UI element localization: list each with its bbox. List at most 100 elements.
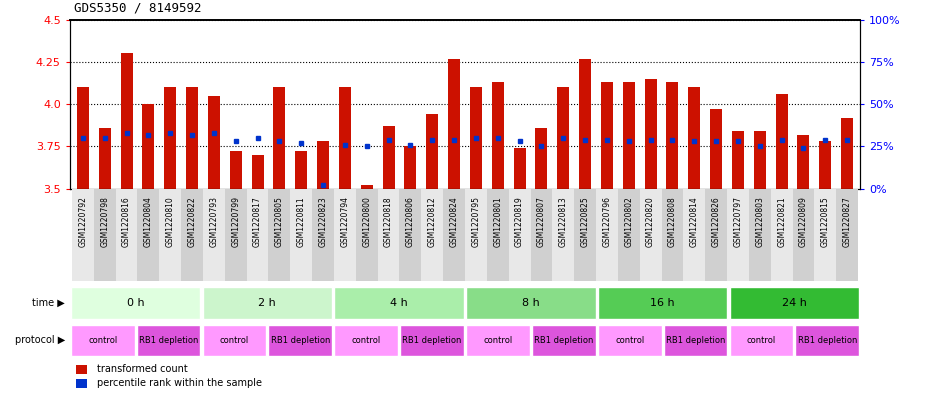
Bar <box>71 325 135 356</box>
Bar <box>530 189 552 281</box>
Bar <box>836 189 858 281</box>
Bar <box>492 82 504 189</box>
Bar <box>335 325 398 356</box>
Bar <box>598 325 661 356</box>
Bar <box>115 189 138 281</box>
Text: GSM1220819: GSM1220819 <box>515 196 525 247</box>
Text: RB1 depletion: RB1 depletion <box>271 336 330 345</box>
Bar <box>513 148 525 189</box>
Bar <box>339 87 351 189</box>
Bar <box>312 189 334 281</box>
Bar <box>165 87 176 189</box>
Bar <box>382 126 394 189</box>
Bar <box>334 189 356 281</box>
Bar <box>730 287 859 319</box>
Text: GSM1220802: GSM1220802 <box>624 196 633 247</box>
Text: control: control <box>219 336 249 345</box>
Text: control: control <box>88 336 117 345</box>
Bar <box>618 189 640 281</box>
Bar <box>532 325 595 356</box>
Text: GSM1220801: GSM1220801 <box>493 196 502 247</box>
Text: GSM1220816: GSM1220816 <box>122 196 131 247</box>
Bar <box>795 325 859 356</box>
Bar <box>269 189 290 281</box>
Text: 2 h: 2 h <box>259 298 276 308</box>
Text: RB1 depletion: RB1 depletion <box>403 336 462 345</box>
Text: GSM1220809: GSM1220809 <box>799 196 808 247</box>
Text: protocol ▶: protocol ▶ <box>15 335 65 345</box>
Bar <box>142 104 154 189</box>
Bar <box>94 189 115 281</box>
Bar <box>841 118 853 189</box>
Text: control: control <box>484 336 512 345</box>
Text: GSM1220807: GSM1220807 <box>537 196 546 247</box>
Bar <box>776 94 788 189</box>
Bar <box>688 87 700 189</box>
Bar <box>749 189 771 281</box>
Bar <box>486 189 509 281</box>
Bar <box>181 189 203 281</box>
Bar <box>361 185 373 189</box>
Bar <box>400 189 421 281</box>
Bar <box>77 87 89 189</box>
Bar <box>815 189 836 281</box>
Bar <box>356 189 378 281</box>
Text: GSM1220793: GSM1220793 <box>209 196 219 247</box>
Bar <box>732 131 744 189</box>
Bar <box>465 189 486 281</box>
Bar <box>754 131 765 189</box>
Text: GSM1220820: GSM1220820 <box>646 196 655 247</box>
Bar <box>137 325 200 356</box>
Text: GSM1220800: GSM1220800 <box>362 196 371 247</box>
Bar <box>71 287 200 319</box>
Text: GSM1220814: GSM1220814 <box>690 196 698 247</box>
Text: RB1 depletion: RB1 depletion <box>798 336 857 345</box>
Bar <box>72 189 94 281</box>
Bar <box>509 189 530 281</box>
Text: control: control <box>615 336 644 345</box>
Bar <box>644 79 657 189</box>
Bar <box>466 325 530 356</box>
Text: control: control <box>747 336 776 345</box>
Text: GSM1220794: GSM1220794 <box>340 196 350 247</box>
Bar <box>470 87 482 189</box>
Bar <box>76 379 87 388</box>
Bar <box>230 151 242 189</box>
Text: RB1 depletion: RB1 depletion <box>139 336 198 345</box>
Bar <box>76 365 87 374</box>
Bar <box>159 189 181 281</box>
Bar <box>640 189 661 281</box>
Bar <box>596 189 618 281</box>
Text: GDS5350 / 8149592: GDS5350 / 8149592 <box>74 2 202 15</box>
Bar <box>705 189 727 281</box>
Text: GSM1220821: GSM1220821 <box>777 196 786 247</box>
Text: GSM1220823: GSM1220823 <box>319 196 327 247</box>
Text: percentile rank within the sample: percentile rank within the sample <box>97 378 261 388</box>
Bar <box>317 141 329 189</box>
Bar <box>295 151 307 189</box>
Text: control: control <box>352 336 380 345</box>
Text: GSM1220818: GSM1220818 <box>384 196 393 247</box>
Text: GSM1220797: GSM1220797 <box>734 196 742 247</box>
Text: 0 h: 0 h <box>126 298 144 308</box>
Bar <box>121 53 133 189</box>
Bar <box>711 109 722 189</box>
Bar <box>444 189 465 281</box>
Text: GSM1220812: GSM1220812 <box>428 196 437 247</box>
Bar <box>251 155 263 189</box>
Text: 8 h: 8 h <box>522 298 539 308</box>
Bar <box>661 189 684 281</box>
Bar <box>186 87 198 189</box>
Bar <box>203 325 266 356</box>
Bar <box>138 189 159 281</box>
Text: GSM1220798: GSM1220798 <box>100 196 109 247</box>
Text: GSM1220808: GSM1220808 <box>668 196 677 247</box>
Bar <box>400 325 464 356</box>
Bar <box>771 189 792 281</box>
Text: time ▶: time ▶ <box>33 298 65 308</box>
Bar <box>684 189 705 281</box>
Bar <box>273 87 286 189</box>
Bar <box>797 134 809 189</box>
Text: GSM1220804: GSM1220804 <box>144 196 153 247</box>
Text: GSM1220825: GSM1220825 <box>580 196 590 247</box>
